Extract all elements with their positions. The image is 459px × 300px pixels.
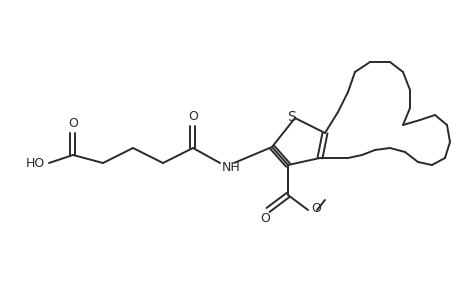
Text: O: O <box>259 212 269 224</box>
Text: S: S <box>287 110 296 124</box>
Text: NH: NH <box>222 160 240 173</box>
Text: HO: HO <box>26 157 45 169</box>
Text: O: O <box>68 116 78 130</box>
Text: O: O <box>188 110 197 122</box>
Text: O: O <box>310 202 320 214</box>
